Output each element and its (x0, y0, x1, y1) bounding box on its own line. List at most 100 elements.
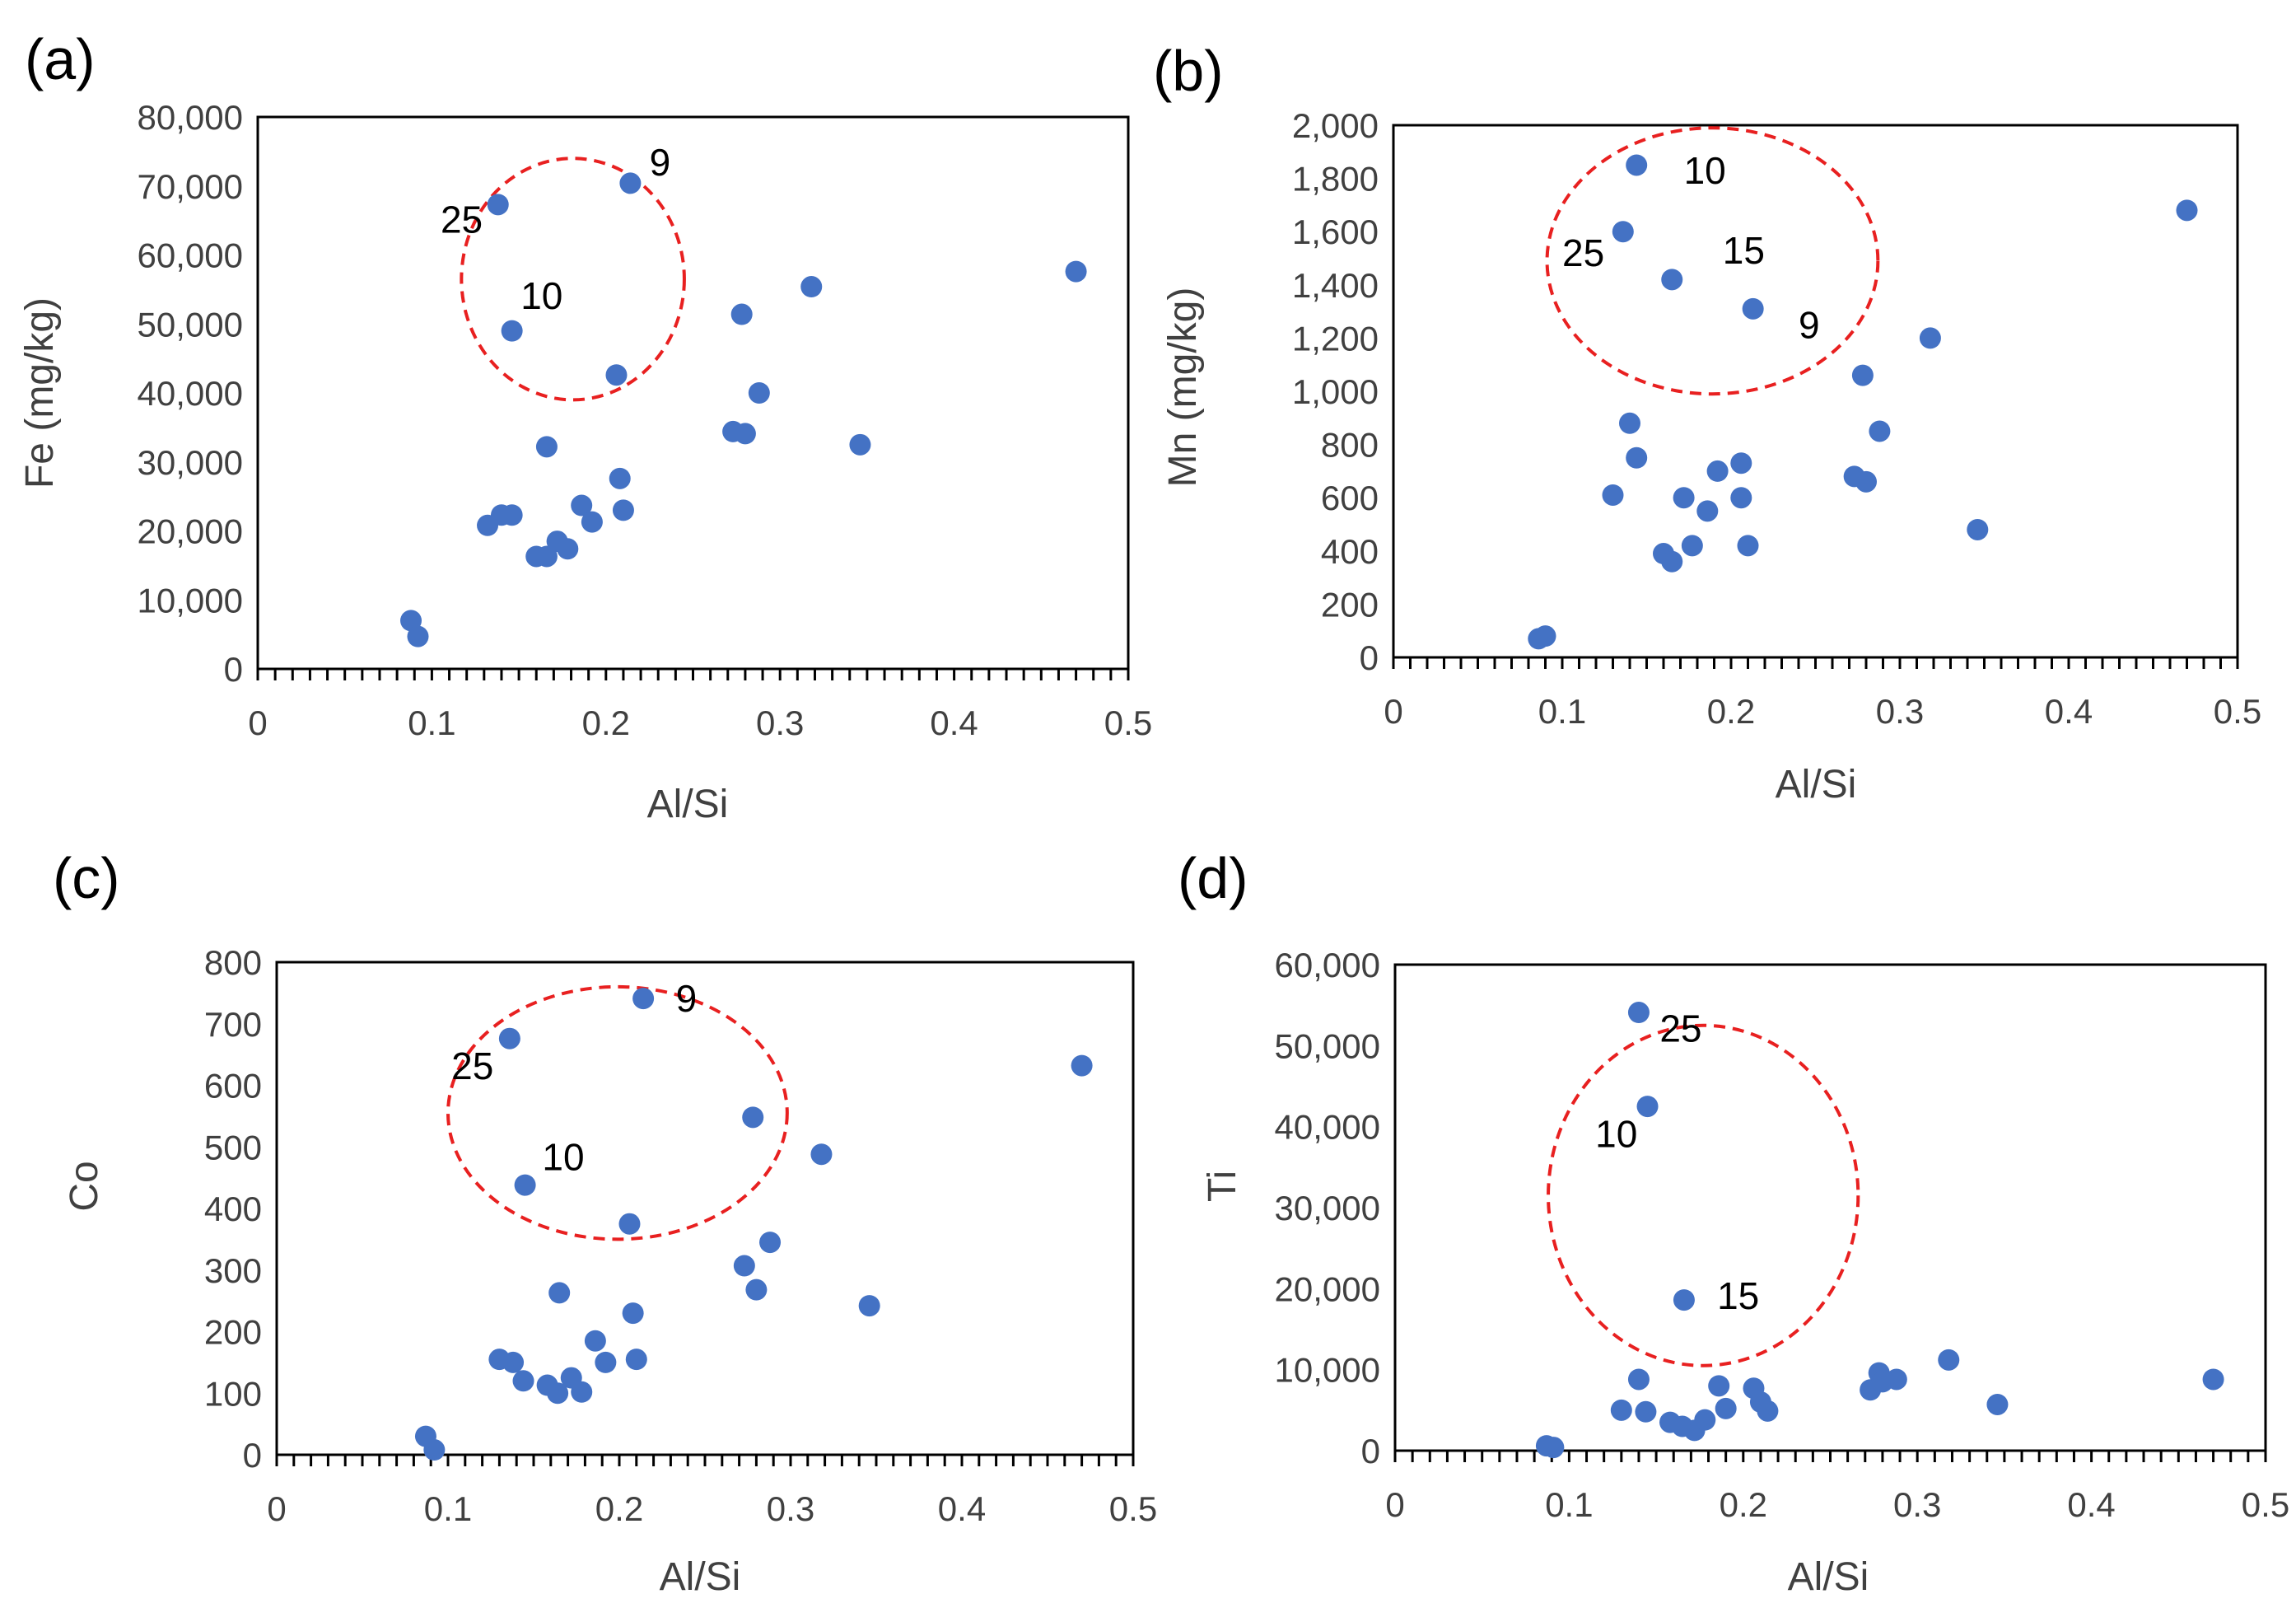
data-point-a (571, 494, 593, 517)
plot-area-b (1392, 124, 2239, 659)
data-point-a (619, 172, 642, 194)
x-tick-label-c: 0.5 (1109, 1489, 1157, 1528)
x-tick-label-b: 0.1 (1538, 692, 1586, 731)
data-point-d (1938, 1349, 1960, 1371)
data-point-b (1730, 452, 1752, 474)
x-tick-label-a: 0.2 (582, 704, 630, 742)
plot-area-d (1393, 963, 2267, 1452)
sample-annotation-d: 25 (1659, 1007, 1701, 1049)
sample-annotation-a: 10 (520, 274, 562, 317)
y-tick-label-a: 0 (224, 650, 243, 689)
sample-annotation-c: 9 (676, 977, 698, 1020)
data-point-c (745, 1278, 768, 1301)
y-axis-title-c: Co (63, 1161, 106, 1211)
highlight-ellipse-d (1547, 1023, 1860, 1367)
panel-a-label: (a) (25, 27, 96, 91)
x-tick-label-d: 0.1 (1545, 1485, 1593, 1524)
data-point-b (1673, 487, 1695, 509)
y-tick-label-c: 0 (243, 1436, 262, 1475)
y-tick-label-b: 1,200 (1292, 319, 1379, 358)
data-point-b (1730, 487, 1752, 509)
data-point-d (1627, 1002, 1650, 1024)
sample-annotation-c: 25 (451, 1045, 493, 1087)
data-point-b (1967, 518, 1989, 540)
y-tick-label-a: 20,000 (138, 512, 243, 551)
x-tick-label-c: 0.2 (595, 1489, 643, 1528)
x-tick-label-b: 0.4 (2045, 692, 2093, 731)
y-tick-label-a: 10,000 (138, 581, 243, 619)
data-point-c (625, 1349, 647, 1371)
data-point-b (1602, 484, 1624, 506)
data-point-c (512, 1370, 534, 1392)
data-point-c (584, 1330, 606, 1352)
y-axis-title-d: Ti (1201, 1171, 1244, 1202)
y-tick-label-c: 200 (204, 1313, 262, 1352)
y-tick-label-a: 50,000 (138, 305, 243, 344)
data-point-c (632, 988, 655, 1010)
data-point-b (1681, 535, 1703, 557)
data-point-d (1610, 1399, 1632, 1421)
data-point-a (605, 364, 628, 386)
y-axis-title-b: Mn (mg/kg) (1161, 287, 1205, 488)
y-tick-label-b: 2,000 (1292, 106, 1379, 145)
data-point-c (502, 1351, 525, 1373)
y-tick-label-a: 60,000 (138, 236, 243, 275)
x-tick-label-c: 0.4 (938, 1489, 986, 1528)
data-point-a (535, 436, 558, 458)
y-tick-label-b: 800 (1321, 426, 1379, 465)
data-point-c (498, 1027, 520, 1049)
x-tick-label-a: 0.5 (1104, 704, 1152, 742)
y-tick-label-d: 60,000 (1275, 946, 1380, 984)
data-point-b (1869, 420, 1891, 442)
data-point-b (1534, 625, 1556, 647)
data-point-a (581, 511, 603, 533)
sample-annotation-d: 10 (1595, 1112, 1637, 1155)
x-tick-label-d: 0.2 (1720, 1485, 1767, 1524)
data-point-c (1071, 1054, 1093, 1077)
x-tick-label-a: 0.1 (408, 704, 455, 742)
data-point-a (487, 194, 509, 216)
x-tick-label-d: 0.3 (1893, 1485, 1941, 1524)
data-point-c (810, 1143, 833, 1166)
x-tick-label-c: 0 (267, 1489, 286, 1528)
data-point-a (800, 276, 823, 298)
y-tick-label-d: 10,000 (1275, 1351, 1380, 1390)
data-point-d (1708, 1375, 1730, 1397)
x-tick-label-a: 0 (248, 704, 267, 742)
data-point-b (1661, 550, 1683, 573)
data-point-a (407, 625, 429, 647)
data-point-d (1542, 1437, 1565, 1459)
data-point-a (501, 504, 523, 526)
panel-a: (a) 0 10,000 20,000 30,000 40,000 50,000 60,00… (18, 27, 1152, 826)
x-tick-label-c: 0.3 (767, 1489, 814, 1528)
x-axis-title-d: Al/Si (1788, 1555, 1869, 1599)
data-point-a (734, 423, 756, 445)
y-tick-label-b: 400 (1321, 532, 1379, 571)
data-point-a (1065, 260, 1087, 283)
plot-area-a (256, 115, 1130, 671)
data-point-b (1612, 221, 1634, 243)
data-point-b (1919, 327, 1941, 349)
data-point-d (1715, 1397, 1737, 1419)
data-point-d (2202, 1368, 2224, 1391)
data-point-c (571, 1381, 593, 1403)
data-point-d (1636, 1096, 1659, 1118)
y-tick-label-c: 500 (204, 1128, 262, 1166)
x-tick-label-d: 0.4 (2067, 1485, 2115, 1524)
y-tick-label-c: 400 (204, 1190, 262, 1228)
sample-annotation-b: 15 (1723, 229, 1765, 272)
data-point-b (1851, 364, 1874, 386)
sample-annotation-b: 10 (1684, 149, 1726, 192)
y-tick-label-b: 200 (1321, 585, 1379, 624)
data-point-c (618, 1213, 641, 1235)
panel-d-label: (d) (1178, 846, 1248, 910)
sample-annotation-a: 9 (650, 141, 671, 184)
x-tick-label-b: 0.2 (1707, 692, 1755, 731)
y-axis-title-a: Fe (mg/kg) (18, 297, 62, 488)
data-point-b (1619, 412, 1640, 434)
data-point-b (1742, 297, 1764, 320)
y-tick-label-a: 30,000 (138, 443, 243, 482)
data-point-d (1986, 1393, 2009, 1415)
y-tick-label-d: 0 (1361, 1432, 1380, 1470)
